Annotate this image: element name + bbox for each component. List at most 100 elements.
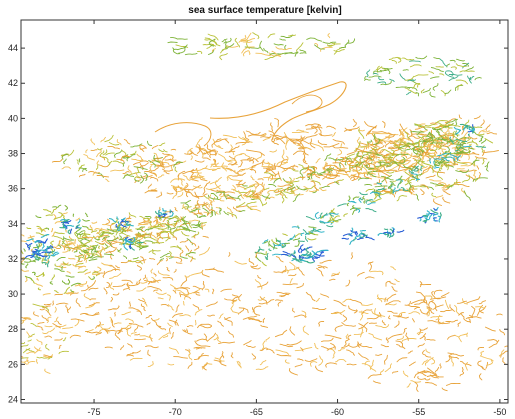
- x-tick-label: -55: [412, 407, 425, 417]
- sst-contour-fragment: [388, 235, 392, 238]
- sst-contour-fragment: [149, 257, 156, 260]
- sst-contour-fragment: [134, 244, 145, 247]
- sst-contour-fragment: [477, 172, 481, 179]
- sst-contour-fragment: [227, 212, 238, 219]
- sst-contour-fragment: [47, 260, 50, 268]
- sst-contour-fragment: [438, 143, 442, 150]
- sst-contour-fragment: [299, 49, 307, 53]
- sst-contour-fragment: [203, 211, 209, 216]
- sst-contour-fragment: [456, 146, 463, 153]
- sst-contour-fragment: [401, 338, 417, 343]
- sst-contour-fragment: [486, 132, 498, 135]
- sst-contour-fragment: [315, 158, 321, 164]
- sst-contour-fragment: [476, 165, 480, 170]
- sst-contour-fragment: [185, 245, 190, 252]
- sst-contour-fragment: [70, 289, 75, 293]
- sst-contour-fragment: [182, 203, 190, 212]
- sst-contour-fragment: [444, 89, 452, 94]
- sst-contour-fragment: [396, 229, 405, 233]
- sst-contour-fragment: [208, 194, 213, 203]
- sst-contour-fragment: [54, 290, 59, 294]
- sst-contour-fragment: [207, 33, 219, 41]
- sst-contour-fragment: [64, 219, 72, 223]
- sst-contour-fragment: [314, 342, 319, 350]
- sst-contour-fragment: [291, 254, 297, 258]
- sst-contour-fragment: [183, 182, 189, 189]
- sst-contour-fragment: [421, 349, 432, 358]
- sst-contour-fragment: [263, 47, 269, 54]
- sst-contour-fragment: [473, 115, 481, 120]
- sst-contour-fragment: [324, 334, 342, 339]
- sst-contour-fragment: [82, 239, 91, 246]
- sst-contour-fragment: [416, 83, 421, 88]
- sst-contour-fragment: [245, 130, 261, 135]
- sst-contour-fragment: [224, 138, 230, 144]
- sst-contour-fragment: [430, 76, 440, 79]
- y-tick-label: 44: [8, 43, 18, 53]
- sst-contour-fragment: [462, 62, 469, 67]
- sst-contour-fragment: [188, 348, 191, 356]
- sst-contour-fragment: [418, 152, 430, 155]
- sst-contour-fragment: [409, 187, 413, 195]
- sst-contour-fragment: [441, 387, 448, 392]
- sst-contour-fragment: [312, 307, 327, 311]
- sst-contour-fragment: [481, 158, 485, 165]
- sst-contour-fragment: [264, 187, 270, 190]
- sst-contour-fragment: [192, 222, 202, 229]
- sst-contour-fragment: [152, 219, 159, 223]
- sst-contour-fragment: [23, 317, 32, 320]
- sst-contour-fragment: [43, 354, 53, 358]
- sst-contour-fragment: [275, 46, 292, 51]
- sst-contour-fragment: [67, 149, 75, 157]
- sst-contour-fragment: [429, 179, 442, 182]
- sst-contour-fragment: [430, 142, 444, 145]
- sst-contour-fragment: [188, 210, 197, 215]
- sst-contour-fragment: [141, 245, 149, 248]
- sst-contour-fragment: [276, 353, 292, 357]
- sst-contour-fragment: [56, 240, 61, 247]
- sst-contour-fragment: [429, 158, 431, 164]
- sst-contour-fragment: [447, 334, 456, 340]
- sst-contour-fragment: [433, 57, 440, 60]
- sst-contour-fragment: [426, 374, 444, 378]
- sst-contour-fragment: [410, 165, 415, 172]
- sst-contour-fragment: [389, 189, 393, 195]
- sst-contour-fragment: [373, 133, 376, 140]
- sst-contour-fragment: [334, 325, 343, 332]
- sst-contour-fragment: [68, 257, 76, 260]
- sst-contour-fragment: [406, 382, 411, 388]
- sst-contour-fragment: [377, 81, 387, 86]
- sst-contour-fragment: [67, 278, 71, 285]
- sst-contour-fragment: [422, 214, 429, 218]
- sst-contour-fragment: [91, 245, 95, 255]
- sst-contour-fragment: [341, 237, 350, 240]
- sst-contour-fragment: [292, 150, 309, 156]
- sst-contour-fragment: [136, 153, 145, 162]
- sst-contour-fragment: [408, 311, 421, 315]
- sst-contour-fragment: [349, 234, 353, 237]
- sst-contour-fragment: [153, 289, 159, 292]
- sst-contour-fragment: [331, 271, 340, 275]
- sst-contour-fragment: [281, 149, 285, 161]
- sst-contour-fragment: [224, 194, 239, 199]
- sst-contour-fragment: [238, 39, 245, 43]
- y-tick-label: 32: [8, 254, 18, 264]
- sst-contour-fragment: [128, 307, 141, 313]
- sst-contour-fragment: [45, 343, 50, 351]
- sst-contour-fragment: [138, 298, 147, 304]
- sst-contour-fragment: [130, 143, 143, 148]
- sst-contour-fragment: [237, 179, 243, 188]
- sst-contour-fragment: [449, 304, 455, 312]
- sst-contour-fragment: [42, 293, 51, 296]
- sst-contour-fragment: [322, 166, 327, 172]
- sst-contour-fragment: [249, 169, 257, 174]
- sst-contour-fragment: [389, 281, 396, 285]
- sst-contour-fragment: [62, 326, 74, 330]
- sst-contour-fragment: [335, 359, 347, 363]
- sst-contour-fragment: [197, 220, 203, 229]
- sst-contour-fragment: [170, 36, 188, 40]
- sst-contour-fragment: [34, 347, 41, 354]
- sst-contour-fragment: [373, 70, 383, 74]
- sst-contour-fragment: [214, 180, 221, 190]
- sst-contour-fragment: [173, 228, 186, 233]
